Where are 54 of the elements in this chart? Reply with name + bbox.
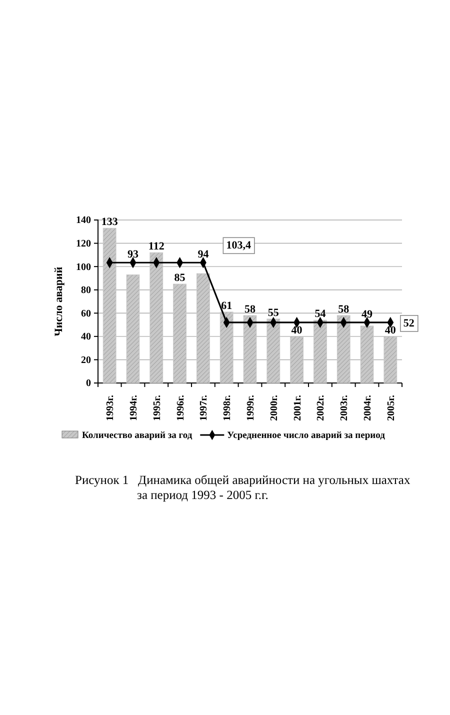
bar (150, 252, 164, 384)
legend-label: Усредненное число аварий за период (227, 431, 386, 441)
bar (173, 284, 186, 384)
bar (220, 312, 234, 384)
data-label: 103,4 (226, 240, 252, 252)
data-label: 52 (403, 317, 415, 330)
data-label: 55 (268, 306, 280, 319)
x-tick-label: 1997г. (198, 394, 210, 421)
text: Рисунок 1 Динамика общей аварийности на угольных шахтах (75, 473, 411, 487)
data-label: 93 (127, 248, 139, 261)
data-label: 58 (244, 303, 256, 316)
data-label: 54 (314, 308, 326, 320)
x-tick-label: 1994г. (128, 394, 140, 421)
bar (243, 315, 257, 384)
x-tick-label: 2000г. (268, 394, 280, 421)
x-tick-label: 1993г. (105, 394, 116, 421)
y-tick-label: 120 (76, 238, 91, 250)
y-tick-label: 140 (76, 215, 91, 226)
y-axis-title: Число аварий (53, 266, 65, 336)
data-label: 40 (291, 324, 303, 336)
bar (266, 318, 280, 384)
bar (102, 228, 116, 384)
bar (314, 320, 327, 384)
y-tick-label: 40 (81, 332, 91, 343)
x-tick-label: 2003г. (339, 394, 350, 421)
data-label: 58 (338, 303, 350, 316)
x-tick-label: 1998г. (222, 394, 234, 421)
x-tick-label: 2001г. (292, 394, 304, 421)
x-tick-label: 1999г. (246, 394, 256, 421)
bar (336, 315, 350, 384)
data-label: 85 (174, 272, 186, 284)
bar (126, 274, 140, 384)
y-tick-label: 100 (76, 262, 91, 273)
y-tick-label: 60 (81, 308, 91, 320)
text: за период 1993 - 2005 г.г. (137, 488, 268, 502)
bar (384, 336, 398, 384)
data-label: 61 (221, 300, 232, 312)
y-tick-label: 0 (86, 378, 91, 390)
x-tick-label: 2004г. (362, 394, 374, 421)
x-tick-label: 2005г. (386, 394, 397, 421)
legend-label: Количество аварий за год (82, 431, 192, 441)
x-tick-label: 1995г. (152, 394, 163, 421)
y-tick-label: 80 (81, 285, 91, 296)
data-label: 112 (148, 240, 165, 253)
data-label: 133 (101, 216, 118, 228)
bar (360, 326, 374, 384)
bar (196, 273, 210, 384)
bar (290, 336, 304, 384)
data-label: 94 (198, 248, 210, 261)
data-label: 40 (384, 324, 396, 336)
x-tick-label: 1996г. (175, 394, 186, 421)
y-tick-label: 20 (81, 354, 91, 366)
data-label: 49 (362, 308, 374, 320)
x-tick-label: 2002г. (316, 394, 327, 421)
